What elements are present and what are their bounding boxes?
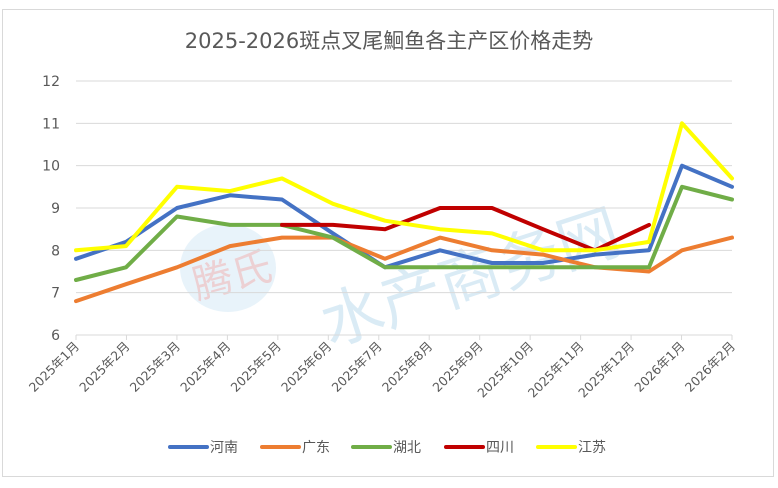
series-lines	[74, 121, 734, 304]
series-line-3	[280, 206, 651, 253]
watermark-logo-bg	[180, 224, 276, 312]
legend: 河南 广东 湖北 四川 江苏	[168, 440, 606, 456]
x-tick-label: 2025年1月	[26, 339, 82, 395]
x-tick-label: 2025年2月	[76, 339, 132, 395]
x-axis: 2025年1月2025年2月2025年3月2025年4月2025年5月2025年…	[26, 335, 738, 401]
x-tick-label: 2025年3月	[127, 339, 183, 395]
x-tick-label: 2025年4月	[177, 339, 233, 395]
x-tick-label: 2025年6月	[278, 339, 334, 395]
legend-label: 湖北	[393, 440, 421, 456]
y-axis-labels: 6 7 8 9 10 11 12	[42, 74, 60, 344]
chart-title: 2025-2026斑点叉尾鮰鱼各主产区价格走势	[185, 29, 593, 53]
legend-item[interactable]: 广东	[260, 440, 330, 456]
gridlines	[76, 80, 732, 336]
y-tick-label: 10	[42, 159, 60, 175]
y-tick-label: 6	[51, 328, 60, 344]
legend-label: 河南	[210, 440, 238, 456]
series-line-2	[74, 184, 734, 282]
y-tick-label: 7	[51, 286, 60, 302]
y-tick-label: 12	[42, 74, 60, 90]
series-line-0	[74, 163, 734, 270]
legend-item[interactable]: 四川	[444, 440, 514, 456]
legend-label: 四川	[486, 440, 514, 456]
legend-label: 江苏	[578, 440, 606, 456]
legend-item[interactable]: 江苏	[536, 440, 606, 456]
y-tick-label: 9	[51, 201, 60, 217]
legend-item[interactable]: 湖北	[351, 440, 421, 456]
y-tick-label: 11	[42, 116, 60, 132]
x-tick-label: 2026年1月	[631, 339, 687, 395]
legend-item[interactable]: 河南	[168, 440, 238, 456]
y-tick-label: 8	[51, 243, 60, 259]
series-line-4	[74, 121, 734, 253]
x-tick-label: 2026年2月	[682, 339, 738, 395]
x-tick-label: 2025年5月	[228, 339, 284, 395]
legend-label: 广东	[302, 440, 330, 456]
x-tick-label: 2025年8月	[379, 339, 435, 395]
series-line-1	[74, 235, 734, 304]
